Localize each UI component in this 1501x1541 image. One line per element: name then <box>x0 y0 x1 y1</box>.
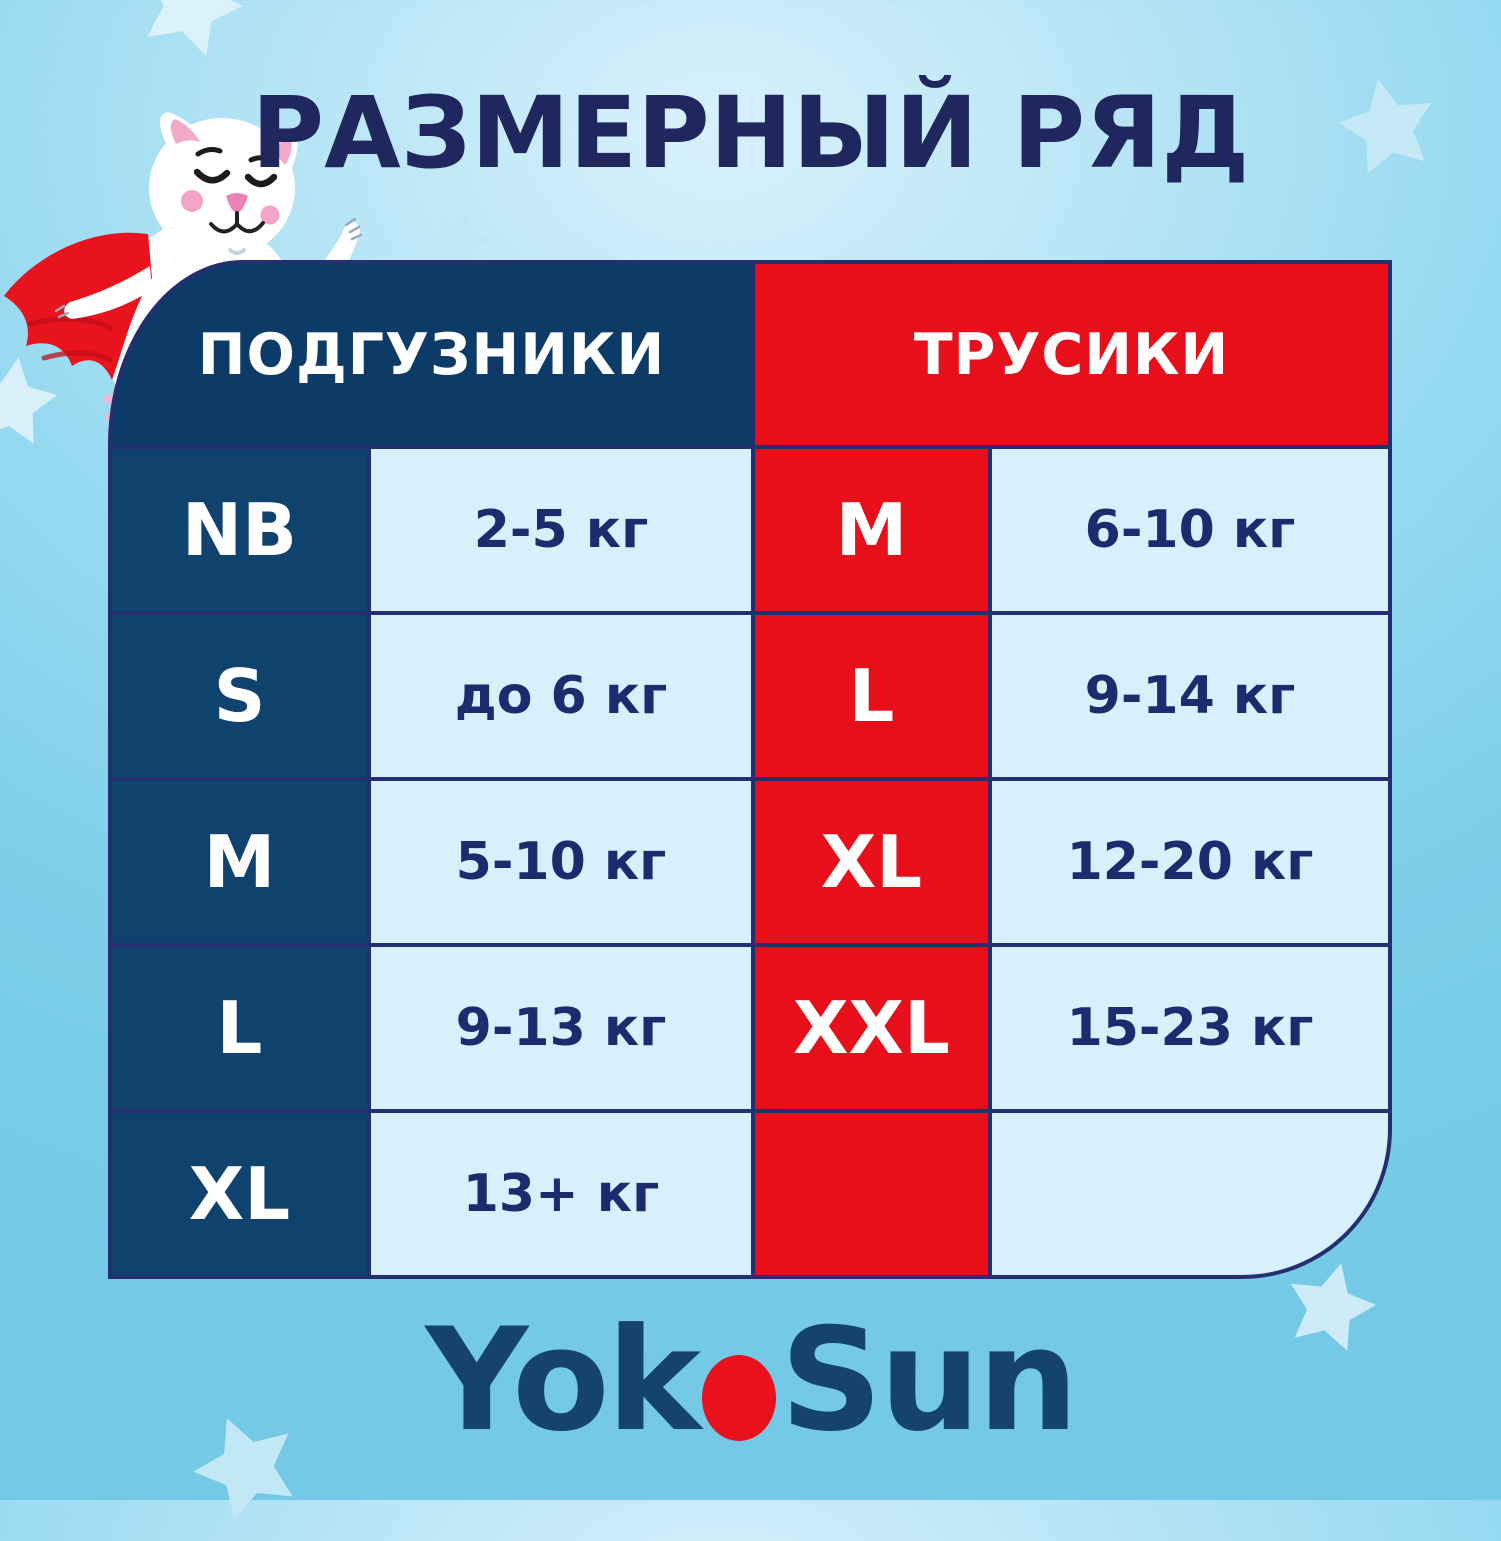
logo-text-left: Yok <box>425 1298 701 1463</box>
pants-weight-cell <box>992 1113 1388 1275</box>
star-icon <box>434 211 489 268</box>
diaper-size-cell: L <box>112 947 367 1109</box>
pants-weight-cell: 12-20 кг <box>992 781 1388 943</box>
diaper-weight-cell: 2-5 кг <box>371 449 751 611</box>
diaper-weight-cell: 9-13 кг <box>371 947 751 1109</box>
logo-text-right: Sun <box>780 1298 1078 1463</box>
diaper-weight-cell: 13+ кг <box>371 1113 751 1275</box>
star-icon <box>147 0 243 57</box>
diaper-weight-cell: 5-10 кг <box>371 781 751 943</box>
brand-logo: Yok Sun <box>0 1310 1501 1452</box>
pants-size-cell: XXL <box>755 947 988 1109</box>
logo-dot-icon <box>702 1355 777 1441</box>
star-icon <box>193 1418 293 1521</box>
size-table: ПОДГУЗНИКИ ТРУСИКИ NB 2-5 кг M 6-10 кг S… <box>108 260 1392 1279</box>
diaper-size-cell: S <box>112 615 367 777</box>
page-title: РАЗМЕРНЫЙ РЯД <box>251 76 1250 191</box>
pants-weight-cell: 6-10 кг <box>992 449 1388 611</box>
pants-size-cell <box>755 1113 988 1275</box>
pants-size-cell: M <box>755 449 988 611</box>
column-header-pants: ТРУСИКИ <box>755 264 1388 445</box>
diaper-size-cell: XL <box>112 1113 367 1275</box>
pants-size-cell: L <box>755 615 988 777</box>
star-icon <box>1338 79 1432 174</box>
diaper-size-cell: NB <box>112 449 367 611</box>
pants-weight-cell: 15-23 кг <box>992 947 1388 1109</box>
pants-weight-cell: 9-14 кг <box>992 615 1388 777</box>
column-header-diapers: ПОДГУЗНИКИ <box>112 264 751 445</box>
star-icon <box>1290 1263 1377 1351</box>
pants-size-cell: XL <box>755 781 988 943</box>
diaper-weight-cell: до 6 кг <box>371 615 751 777</box>
diaper-size-cell: M <box>112 781 367 943</box>
star-icon <box>0 357 58 444</box>
